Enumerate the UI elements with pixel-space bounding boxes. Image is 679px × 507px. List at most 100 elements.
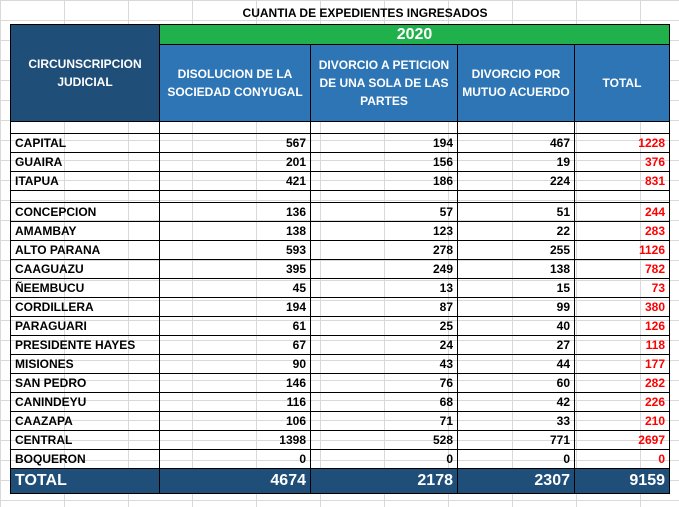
row-name: ÑEEMBUCU (10, 278, 160, 298)
row-name: SAN PEDRO (10, 373, 160, 393)
table-row: CAAZAPA 106 71 33 210 (10, 411, 670, 431)
table-row: ÑEEMBUCU 45 13 15 73 (10, 278, 670, 298)
cell-total: 226 (574, 392, 670, 412)
cell-total: 244 (574, 202, 670, 222)
total-total: 9159 (574, 468, 670, 494)
header-disolucion: DISOLUCION DE LA SOCIEDAD CONYUGAL (159, 44, 311, 122)
table-row: CONCEPCION 136 57 51 244 (10, 202, 670, 222)
cell-mutuo: 27 (457, 335, 575, 355)
cell-total: 380 (574, 297, 670, 317)
row-name: CAAZAPA (10, 411, 160, 431)
cell-mutuo: 0 (457, 449, 575, 469)
table-row: GUAIRA 201 156 19 376 (10, 152, 670, 172)
cell-disolucion: 201 (159, 152, 311, 172)
cell-peticion: 87 (310, 297, 458, 317)
cell-disolucion: 61 (159, 316, 311, 336)
cell-disolucion: 0 (159, 449, 311, 469)
cell-disolucion: 567 (159, 133, 311, 153)
cell-peticion: 76 (310, 373, 458, 393)
total-peticion: 2178 (310, 468, 458, 494)
cell-peticion: 528 (310, 430, 458, 450)
cell-total: 376 (574, 152, 670, 172)
spacer-row (10, 190, 670, 203)
row-name: PRESIDENTE HAYES (10, 335, 160, 355)
row-name: CONCEPCION (10, 202, 160, 222)
table-row: BOQUERON 0 0 0 0 (10, 449, 670, 469)
cell-total: 73 (574, 278, 670, 298)
total-disolucion: 4674 (159, 468, 311, 494)
cell-total: 1126 (574, 240, 670, 260)
cell-mutuo: 51 (457, 202, 575, 222)
table-row: CORDILLERA 194 87 99 380 (10, 297, 670, 317)
spacer-row (10, 121, 670, 134)
table-row: SAN PEDRO 146 76 60 282 (10, 373, 670, 393)
cell-peticion: 249 (310, 259, 458, 279)
year-header: 2020 (159, 24, 670, 45)
total-mutuo: 2307 (457, 468, 575, 494)
cell-peticion: 71 (310, 411, 458, 431)
header-total: TOTAL (574, 44, 670, 122)
cell-disolucion: 1398 (159, 430, 311, 450)
cell-disolucion: 45 (159, 278, 311, 298)
table-row: ITAPUA 421 186 224 831 (10, 171, 670, 191)
cell-mutuo: 138 (457, 259, 575, 279)
cell-total: 1228 (574, 133, 670, 153)
total-row: TOTAL 4674 2178 2307 9159 (10, 468, 670, 494)
row-name: PARAGUARI (10, 316, 160, 336)
cell-mutuo: 255 (457, 240, 575, 260)
cell-disolucion: 593 (159, 240, 311, 260)
table-row: ALTO PARANA 593 278 255 1126 (10, 240, 670, 260)
cell-mutuo: 224 (457, 171, 575, 191)
expedientes-table: CIRCUNSCRIPCION JUDICIAL 2020 DISOLUCION… (10, 24, 670, 494)
cell-disolucion: 90 (159, 354, 311, 374)
row-name: GUAIRA (10, 152, 160, 172)
table-row: PARAGUARI 61 25 40 126 (10, 316, 670, 336)
cell-peticion: 194 (310, 133, 458, 153)
cell-mutuo: 467 (457, 133, 575, 153)
cell-disolucion: 194 (159, 297, 311, 317)
cell-total: 118 (574, 335, 670, 355)
cell-total: 126 (574, 316, 670, 336)
row-name: CORDILLERA (10, 297, 160, 317)
total-label: TOTAL (10, 468, 160, 494)
cell-total: 782 (574, 259, 670, 279)
row-name: MISIONES (10, 354, 160, 374)
cell-mutuo: 60 (457, 373, 575, 393)
cell-disolucion: 395 (159, 259, 311, 279)
cell-mutuo: 15 (457, 278, 575, 298)
cell-total: 177 (574, 354, 670, 374)
cell-total: 282 (574, 373, 670, 393)
cell-peticion: 13 (310, 278, 458, 298)
cell-disolucion: 146 (159, 373, 311, 393)
table-row: MISIONES 90 43 44 177 (10, 354, 670, 374)
cell-peticion: 24 (310, 335, 458, 355)
cell-total: 0 (574, 449, 670, 469)
cell-total: 831 (574, 171, 670, 191)
row-name: AMAMBAY (10, 221, 160, 241)
cell-mutuo: 33 (457, 411, 575, 431)
cell-total: 2697 (574, 430, 670, 450)
cell-peticion: 25 (310, 316, 458, 336)
table-title: CUANTIA DE EXPEDIENTES INGRESADOS (242, 6, 488, 20)
cell-mutuo: 40 (457, 316, 575, 336)
cell-total: 210 (574, 411, 670, 431)
cell-total: 283 (574, 221, 670, 241)
cell-peticion: 68 (310, 392, 458, 412)
cell-peticion: 186 (310, 171, 458, 191)
cell-peticion: 278 (310, 240, 458, 260)
row-name: CAPITAL (10, 133, 160, 153)
cell-peticion: 57 (310, 202, 458, 222)
row-name: CAAGUAZU (10, 259, 160, 279)
cell-disolucion: 106 (159, 411, 311, 431)
cell-peticion: 0 (310, 449, 458, 469)
cell-peticion: 156 (310, 152, 458, 172)
cell-peticion: 43 (310, 354, 458, 374)
cell-mutuo: 19 (457, 152, 575, 172)
cell-disolucion: 136 (159, 202, 311, 222)
row-name: CANINDEYU (10, 392, 160, 412)
row-name: BOQUERON (10, 449, 160, 469)
cell-mutuo: 99 (457, 297, 575, 317)
header-divorcio-mutuo: DIVORCIO POR MUTUO ACUERDO (457, 44, 575, 122)
row-name: ITAPUA (10, 171, 160, 191)
table-row: CANINDEYU 116 68 42 226 (10, 392, 670, 412)
